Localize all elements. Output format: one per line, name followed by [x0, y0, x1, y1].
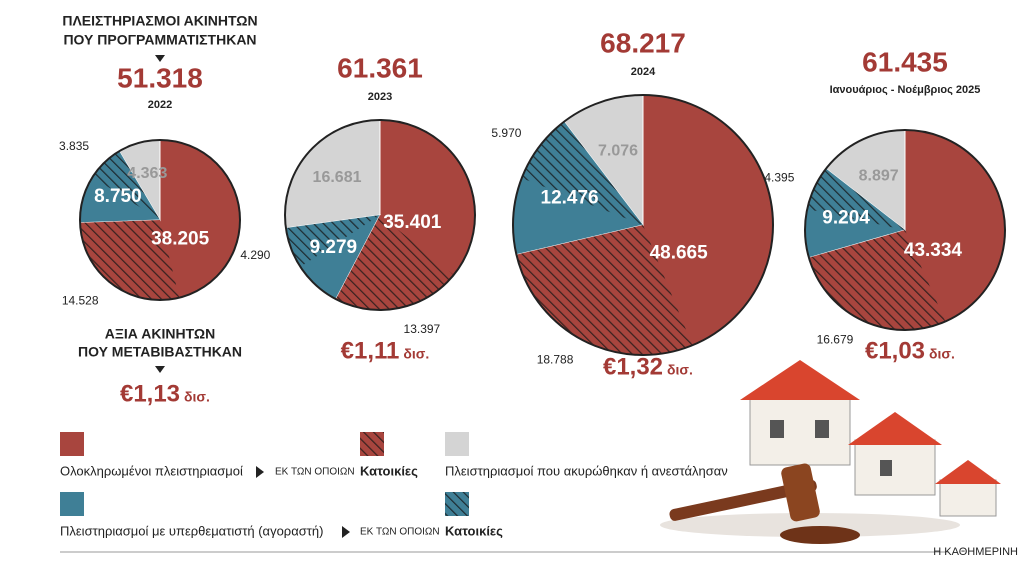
value-label: 16.681: [313, 169, 362, 186]
sub-value-label: 13.397: [404, 322, 441, 336]
illustration: [660, 360, 1001, 544]
legend-swatch: [360, 432, 384, 456]
amount: €1,13: [120, 380, 180, 407]
sub-value-label: 3.835: [59, 139, 89, 153]
value-label: 9.279: [310, 237, 358, 258]
sub-value-label: 14.528: [62, 294, 99, 308]
value-title: ΠΟΥ ΜΕΤΑΒΙΒΑΣΤΗΚΑΝ: [78, 344, 242, 360]
value-title: ΑΞΙΑ ΑΚΙΝΗΤΩΝ: [105, 326, 215, 342]
value-label: 35.401: [383, 212, 442, 233]
sub-value-label: 16.679: [817, 333, 854, 347]
legend-label: Πλειστηριασμοί που ακυρώθηκαν ή ανεστάλη…: [445, 463, 728, 478]
legend-label: Κατοικίες: [445, 523, 503, 538]
pie-sub-slice: [521, 121, 643, 225]
arrow: [342, 526, 350, 538]
legend-label: Πλειστηριασμοί με υπερθεματιστή (αγοραστ…: [60, 523, 323, 538]
legend-swatch: [60, 432, 84, 456]
legend-label: Ολοκληρωμένοι πλειστηριασμοί: [60, 463, 243, 478]
amount-unit: δισ.: [929, 346, 955, 362]
value-label: 8.897: [859, 167, 899, 184]
pie-outline: [512, 94, 774, 356]
sub-value-label: 18.788: [537, 352, 574, 366]
year: Ιανουάριος - Νοέμβριος 2025: [830, 84, 981, 96]
amount-unit: δισ.: [184, 389, 210, 405]
arrow: [155, 55, 165, 62]
year: 2024: [631, 66, 656, 78]
value-label: 9.204: [822, 208, 870, 229]
value-label: 7.076: [598, 142, 638, 159]
footer-source: Η ΚΑΘΗΜΕΡΙΝΗ: [933, 546, 1018, 558]
amount-unit: δισ.: [403, 346, 429, 362]
pie-outline: [284, 119, 476, 311]
sub-value-label: 5.970: [491, 126, 521, 140]
legend-swatch: [60, 492, 84, 516]
value-label: 43.334: [904, 240, 963, 261]
value-label: 8.750: [94, 186, 142, 207]
value-label: 12.476: [541, 188, 599, 209]
legend-swatch: [445, 492, 469, 516]
pie-outline: [804, 129, 1006, 331]
total: 51.318: [117, 62, 203, 93]
sub-value-label: 4.395: [764, 171, 794, 185]
pie-sub-slice: [807, 168, 905, 230]
arrow: [256, 466, 264, 478]
value-label: 38.205: [151, 228, 210, 249]
total: 61.361: [337, 52, 423, 83]
year: 2023: [368, 91, 392, 103]
total: 61.435: [862, 46, 948, 77]
pie-sub-slice: [80, 220, 180, 300]
header-title: ΠΟΥ ΠΡΟΓΡΑΜΜΑΤΙΣΤΗΚΑΝ: [63, 32, 256, 48]
amount: €1,11: [341, 337, 400, 364]
value-label: 4.363: [127, 165, 167, 182]
pie-outline: [79, 139, 241, 301]
arrow: [155, 366, 165, 373]
total: 68.217: [600, 27, 686, 58]
pie-sub-slice: [335, 215, 454, 310]
amount: €1,32: [603, 353, 663, 380]
amount-unit: δισ.: [667, 362, 693, 378]
legend-label: ΕΚ ΤΩΝ ΟΠΟΙΩΝ: [275, 467, 355, 478]
legend-label: Κατοικίες: [360, 463, 418, 478]
legend-swatch: [445, 432, 469, 456]
sub-value-label: 4.290: [240, 248, 270, 262]
value-label: 48.665: [650, 242, 709, 263]
pie-sub-slice: [285, 215, 380, 267]
header-title: ΠΛΕΙΣΤΗΡΙΑΣΜΟΙ ΑΚΙΝΗΤΩΝ: [62, 13, 257, 29]
pie-sub-slice: [808, 230, 946, 330]
year: 2022: [148, 99, 172, 111]
pie-sub-slice: [92, 151, 160, 220]
pie-sub-slice: [516, 225, 693, 355]
legend-label: ΕΚ ΤΩΝ ΟΠΟΙΩΝ: [360, 527, 440, 538]
amount: €1,03: [865, 337, 925, 364]
